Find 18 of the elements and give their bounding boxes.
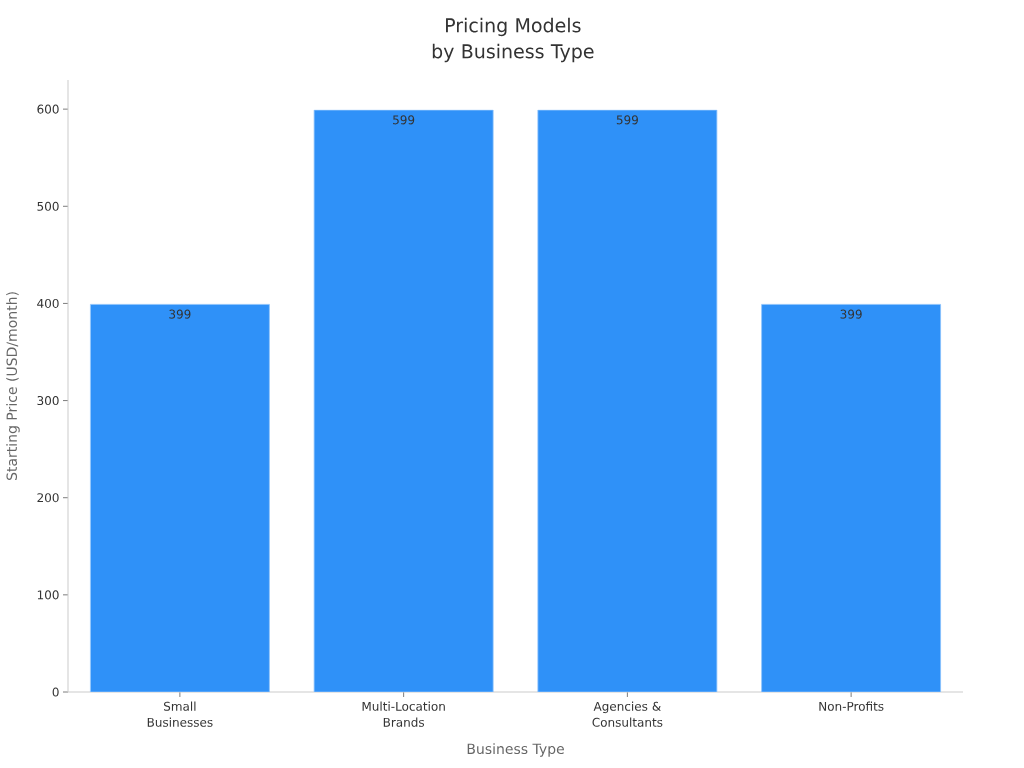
y-tick-label: 500 — [37, 201, 59, 211]
x-tick-label: Small Businesses — [147, 701, 213, 727]
y-tick-label: 100 — [37, 590, 59, 600]
y-axis-title: Starting Price (USD/month) — [6, 292, 20, 481]
x-tick-label: Non-Profits — [819, 701, 884, 711]
x-axis-title: Business Type — [467, 743, 564, 757]
data-label: 599 — [616, 115, 638, 125]
y-tick-label: 200 — [37, 493, 59, 503]
x-tick-label: Agencies & Consultants — [592, 701, 663, 727]
data-label: 399 — [840, 309, 862, 319]
data-label: 599 — [393, 115, 415, 125]
y-tick-label: 0 — [52, 687, 59, 697]
chart-title: Pricing Models by Business Type — [432, 17, 594, 63]
x-tick-label: Multi-Location Brands — [362, 701, 445, 727]
y-tick-label: 400 — [37, 298, 59, 308]
y-tick-label: 300 — [37, 396, 59, 406]
data-label: 399 — [169, 309, 191, 319]
y-tick-label: 600 — [37, 104, 59, 114]
